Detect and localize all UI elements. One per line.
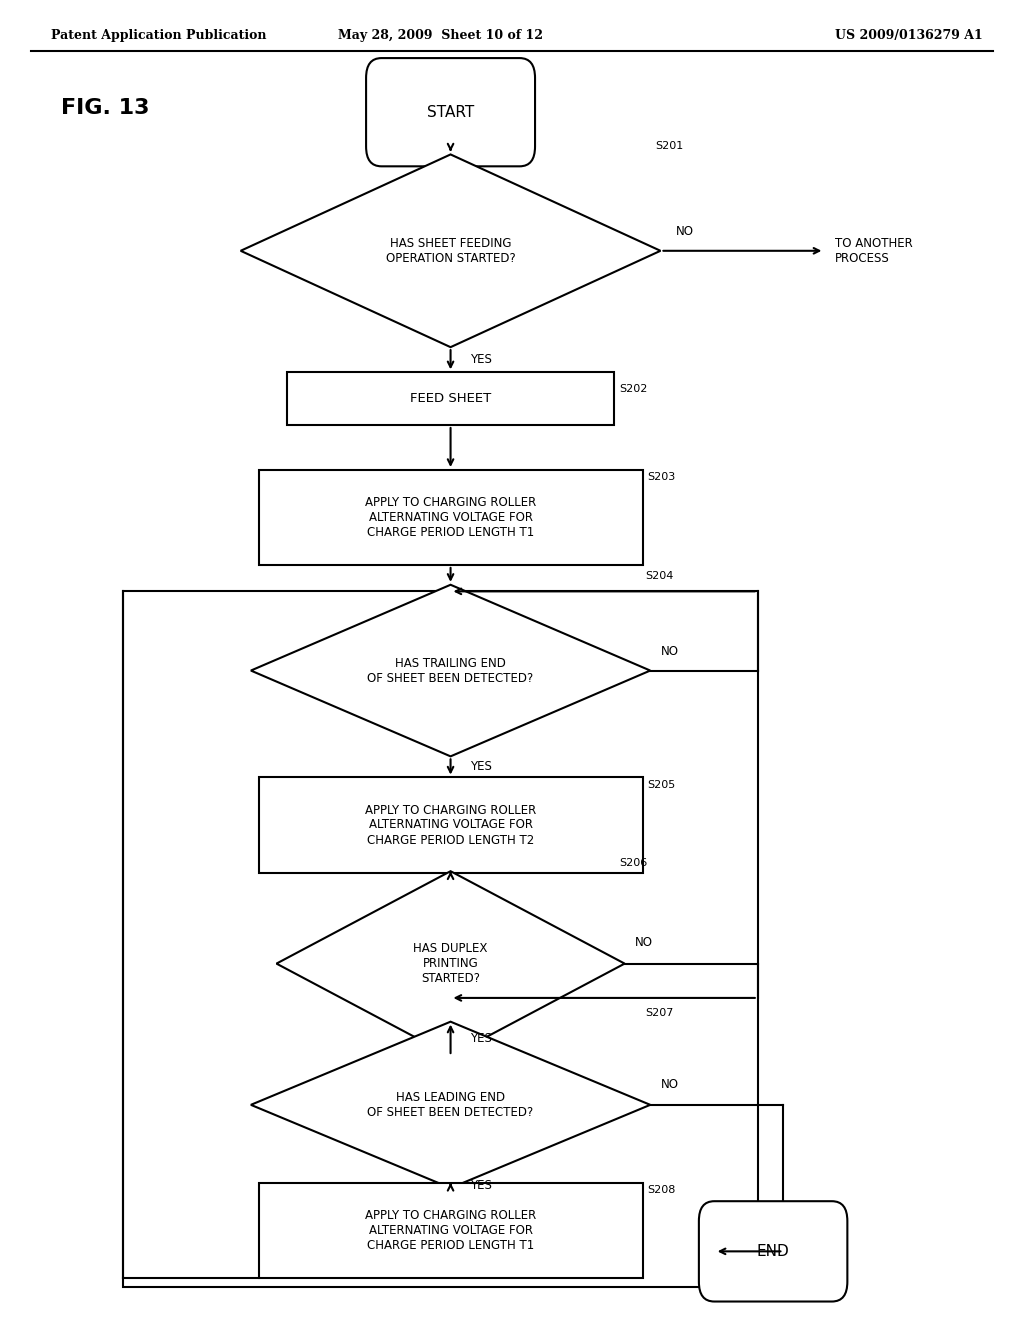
Text: S202: S202: [620, 384, 648, 395]
Polygon shape: [241, 154, 660, 347]
Text: YES: YES: [470, 354, 493, 366]
Text: HAS SHEET FEEDING
OPERATION STARTED?: HAS SHEET FEEDING OPERATION STARTED?: [386, 236, 515, 265]
Text: NO: NO: [676, 224, 694, 238]
Text: YES: YES: [470, 1179, 493, 1192]
Text: S205: S205: [647, 780, 676, 791]
FancyBboxPatch shape: [258, 470, 643, 565]
Text: START: START: [427, 104, 474, 120]
Text: S201: S201: [655, 141, 684, 152]
Text: TO ANOTHER
PROCESS: TO ANOTHER PROCESS: [835, 236, 912, 265]
Text: APPLY TO CHARGING ROLLER
ALTERNATING VOLTAGE FOR
CHARGE PERIOD LENGTH T2: APPLY TO CHARGING ROLLER ALTERNATING VOL…: [365, 804, 537, 846]
Polygon shape: [251, 585, 650, 756]
Text: US 2009/0136279 A1: US 2009/0136279 A1: [836, 29, 983, 42]
Text: YES: YES: [470, 760, 493, 774]
Text: HAS LEADING END
OF SHEET BEEN DETECTED?: HAS LEADING END OF SHEET BEEN DETECTED?: [368, 1090, 534, 1119]
FancyBboxPatch shape: [258, 777, 643, 873]
Text: END: END: [757, 1243, 790, 1259]
FancyBboxPatch shape: [698, 1201, 848, 1302]
Text: FEED SHEET: FEED SHEET: [410, 392, 492, 405]
Text: S204: S204: [645, 572, 674, 582]
FancyBboxPatch shape: [287, 372, 614, 425]
Text: HAS DUPLEX
PRINTING
STARTED?: HAS DUPLEX PRINTING STARTED?: [414, 942, 487, 985]
Text: NO: NO: [660, 644, 679, 657]
Text: FIG. 13: FIG. 13: [61, 98, 150, 119]
Text: S206: S206: [620, 858, 648, 869]
Text: S207: S207: [645, 1008, 674, 1019]
Polygon shape: [251, 1022, 650, 1188]
Bar: [123, 591, 758, 1287]
Text: APPLY TO CHARGING ROLLER
ALTERNATING VOLTAGE FOR
CHARGE PERIOD LENGTH T1: APPLY TO CHARGING ROLLER ALTERNATING VOL…: [365, 496, 537, 539]
Text: S203: S203: [647, 473, 676, 483]
Text: NO: NO: [660, 1077, 679, 1090]
Text: HAS TRAILING END
OF SHEET BEEN DETECTED?: HAS TRAILING END OF SHEET BEEN DETECTED?: [368, 656, 534, 685]
Text: APPLY TO CHARGING ROLLER
ALTERNATING VOLTAGE FOR
CHARGE PERIOD LENGTH T1: APPLY TO CHARGING ROLLER ALTERNATING VOL…: [365, 1209, 537, 1251]
Text: YES: YES: [470, 1032, 493, 1045]
Text: Patent Application Publication: Patent Application Publication: [51, 29, 266, 42]
FancyBboxPatch shape: [367, 58, 535, 166]
FancyBboxPatch shape: [258, 1183, 643, 1278]
Text: NO: NO: [635, 936, 653, 949]
Text: S208: S208: [647, 1185, 676, 1196]
Text: May 28, 2009  Sheet 10 of 12: May 28, 2009 Sheet 10 of 12: [338, 29, 543, 42]
Polygon shape: [276, 871, 625, 1056]
